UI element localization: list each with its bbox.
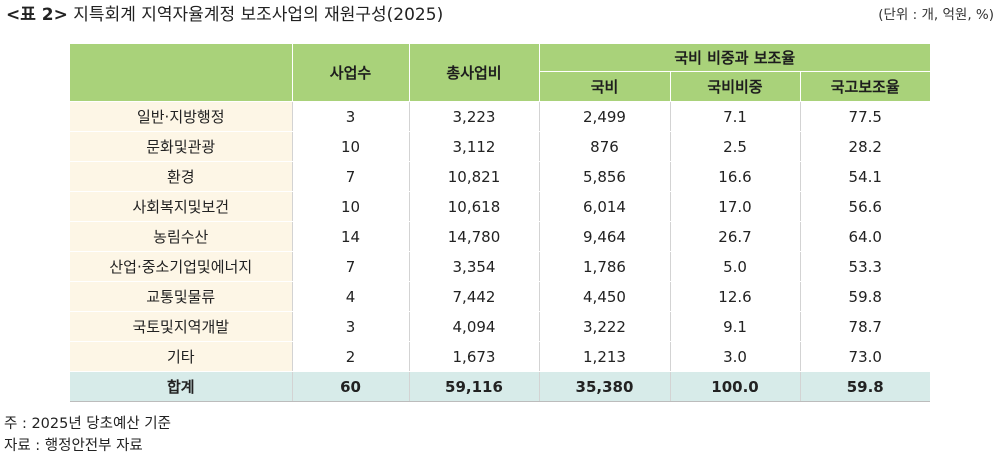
table-row: 사회복지및보건 10 10,618 6,014 17.0 56.6 bbox=[70, 191, 930, 222]
cell-total: 7,442 bbox=[409, 281, 540, 312]
cell-national: 4,450 bbox=[539, 281, 671, 312]
cell-total: 10,618 bbox=[409, 191, 540, 222]
footnotes: 주 : 2025년 당초예산 기준 자료 : 행정안전부 자료 bbox=[4, 413, 171, 457]
table-row: 환경 7 10,821 5,856 16.6 54.1 bbox=[70, 161, 930, 192]
row-category: 국토및지역개발 bbox=[70, 311, 293, 342]
header-share: 국비비중 bbox=[670, 71, 801, 102]
table-row: 산업·중소기업및에너지 7 3,354 1,786 5.0 53.3 bbox=[70, 251, 930, 282]
unit-label: (단위 : 개, 억원, %) bbox=[878, 7, 994, 23]
table-row: 기타 2 1,673 1,213 3.0 73.0 bbox=[70, 341, 930, 372]
row-category: 일반·지방행정 bbox=[70, 101, 293, 132]
row-category: 교통및물류 bbox=[70, 281, 293, 312]
total-rate: 59.8 bbox=[800, 371, 930, 402]
header-total-budget: 총사업비 bbox=[409, 44, 540, 102]
cell-share: 9.1 bbox=[670, 311, 801, 342]
cell-share: 2.5 bbox=[670, 131, 801, 162]
cell-count: 3 bbox=[292, 311, 410, 342]
cell-share: 17.0 bbox=[670, 191, 801, 222]
cell-rate: 73.0 bbox=[800, 341, 930, 372]
cell-count: 7 bbox=[292, 161, 410, 192]
cell-count: 4 bbox=[292, 281, 410, 312]
cell-share: 16.6 bbox=[670, 161, 801, 192]
cell-national: 5,856 bbox=[539, 161, 671, 192]
table-row: 농림수산 14 14,780 9,464 26.7 64.0 bbox=[70, 221, 930, 252]
total-label: 합계 bbox=[70, 371, 293, 402]
cell-total: 3,354 bbox=[409, 251, 540, 282]
cell-national: 1,213 bbox=[539, 341, 671, 372]
row-category: 사회복지및보건 bbox=[70, 191, 293, 222]
cell-rate: 56.6 bbox=[800, 191, 930, 222]
table-row: 일반·지방행정 3 3,223 2,499 7.1 77.5 bbox=[70, 101, 930, 132]
cell-count: 2 bbox=[292, 341, 410, 372]
cell-share: 5.0 bbox=[670, 251, 801, 282]
cell-rate: 78.7 bbox=[800, 311, 930, 342]
row-category: 농림수산 bbox=[70, 221, 293, 252]
table-number: <표 2> bbox=[6, 5, 68, 25]
cell-count: 3 bbox=[292, 101, 410, 132]
table-title: <표 2> 지특회계 지역자율계정 보조사업의 재원구성(2025) bbox=[6, 4, 443, 26]
table-row: 문화및관광 10 3,112 876 2.5 28.2 bbox=[70, 131, 930, 162]
table-row: 교통및물류 4 7,442 4,450 12.6 59.8 bbox=[70, 281, 930, 312]
cell-rate: 28.2 bbox=[800, 131, 930, 162]
cell-national: 1,786 bbox=[539, 251, 671, 282]
header-row-2: 국비 국비비중 국고보조율 bbox=[70, 71, 930, 102]
row-category: 환경 bbox=[70, 161, 293, 192]
cell-count: 10 bbox=[292, 191, 410, 222]
table-title-text: 지특회계 지역자율계정 보조사업의 재원구성(2025) bbox=[73, 5, 444, 25]
cell-national: 2,499 bbox=[539, 101, 671, 132]
row-category: 산업·중소기업및에너지 bbox=[70, 251, 293, 282]
cell-total: 4,094 bbox=[409, 311, 540, 342]
cell-national: 6,014 bbox=[539, 191, 671, 222]
cell-count: 14 bbox=[292, 221, 410, 252]
cell-total: 10,821 bbox=[409, 161, 540, 192]
cell-count: 10 bbox=[292, 131, 410, 162]
total-share: 100.0 bbox=[670, 371, 801, 402]
cell-rate: 54.1 bbox=[800, 161, 930, 192]
cell-national: 3,222 bbox=[539, 311, 671, 342]
row-category: 문화및관광 bbox=[70, 131, 293, 162]
cell-rate: 64.0 bbox=[800, 221, 930, 252]
cell-share: 3.0 bbox=[670, 341, 801, 372]
note-source: 자료 : 행정안전부 자료 bbox=[4, 438, 143, 454]
note-basis: 주 : 2025년 당초예산 기준 bbox=[4, 416, 171, 432]
total-row: 합계 60 59,116 35,380 100.0 59.8 bbox=[70, 371, 930, 402]
cell-national: 876 bbox=[539, 131, 671, 162]
header-category bbox=[70, 44, 293, 102]
total-budget: 59,116 bbox=[409, 371, 540, 402]
cell-share: 26.7 bbox=[670, 221, 801, 252]
cell-total: 1,673 bbox=[409, 341, 540, 372]
row-category: 기타 bbox=[70, 341, 293, 372]
header-row-1: 사업수 총사업비 국비 비중과 보조율 bbox=[70, 44, 930, 102]
cell-rate: 77.5 bbox=[800, 101, 930, 132]
cell-total: 14,780 bbox=[409, 221, 540, 252]
header-group: 국비 비중과 보조율 bbox=[539, 44, 930, 72]
budget-table: 사업수 총사업비 국비 비중과 보조율 국비 국비비중 국고보조율 일반·지방행… bbox=[70, 44, 930, 402]
cell-rate: 53.3 bbox=[800, 251, 930, 282]
cell-count: 7 bbox=[292, 251, 410, 282]
header-national: 국비 bbox=[539, 71, 671, 102]
total-count: 60 bbox=[292, 371, 410, 402]
cell-share: 7.1 bbox=[670, 101, 801, 132]
cell-share: 12.6 bbox=[670, 281, 801, 312]
cell-national: 9,464 bbox=[539, 221, 671, 252]
header-count: 사업수 bbox=[292, 44, 410, 102]
header-subsidy-rate: 국고보조율 bbox=[800, 71, 930, 102]
total-national: 35,380 bbox=[539, 371, 671, 402]
cell-total: 3,223 bbox=[409, 101, 540, 132]
table-row: 국토및지역개발 3 4,094 3,222 9.1 78.7 bbox=[70, 311, 930, 342]
cell-total: 3,112 bbox=[409, 131, 540, 162]
cell-rate: 59.8 bbox=[800, 281, 930, 312]
